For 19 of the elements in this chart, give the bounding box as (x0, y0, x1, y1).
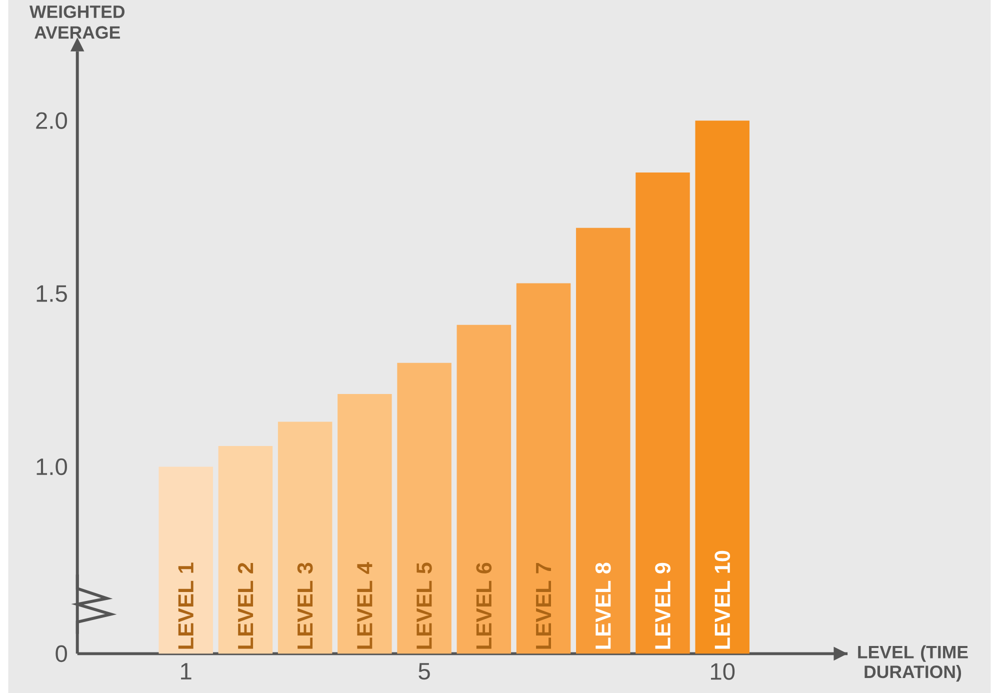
annotation: LEVEL 9 (655, 562, 670, 649)
x-tick-label: 10 (710, 663, 735, 680)
x-axis-title: LEVEL (TIME DURATION) (858, 645, 968, 682)
annotation: LEVEL 4 (357, 562, 372, 649)
annotation: LEVEL 1 (178, 562, 194, 649)
y-tick-label: 2.0 (36, 112, 68, 129)
annotation: LEVEL 5 (416, 562, 432, 649)
y-tick-label: 1.0 (36, 458, 68, 476)
annotation: LEVEL 10 (714, 550, 730, 649)
annotation: LEVEL 3 (297, 562, 313, 649)
annotation: LEVEL 7 (536, 562, 551, 649)
y-axis-title: WEIGHTED AVERAGE (29, 5, 125, 39)
annotation: LEVEL 2 (238, 562, 254, 649)
x-tick-label: 5 (418, 663, 430, 680)
annotation: LEVEL 8 (595, 562, 611, 649)
y-tick-label: 1.5 (36, 285, 67, 302)
annotation: LEVEL 6 (476, 562, 492, 649)
x-tick-label: 1 (181, 663, 192, 680)
y-tick-label: 0 (56, 645, 68, 662)
